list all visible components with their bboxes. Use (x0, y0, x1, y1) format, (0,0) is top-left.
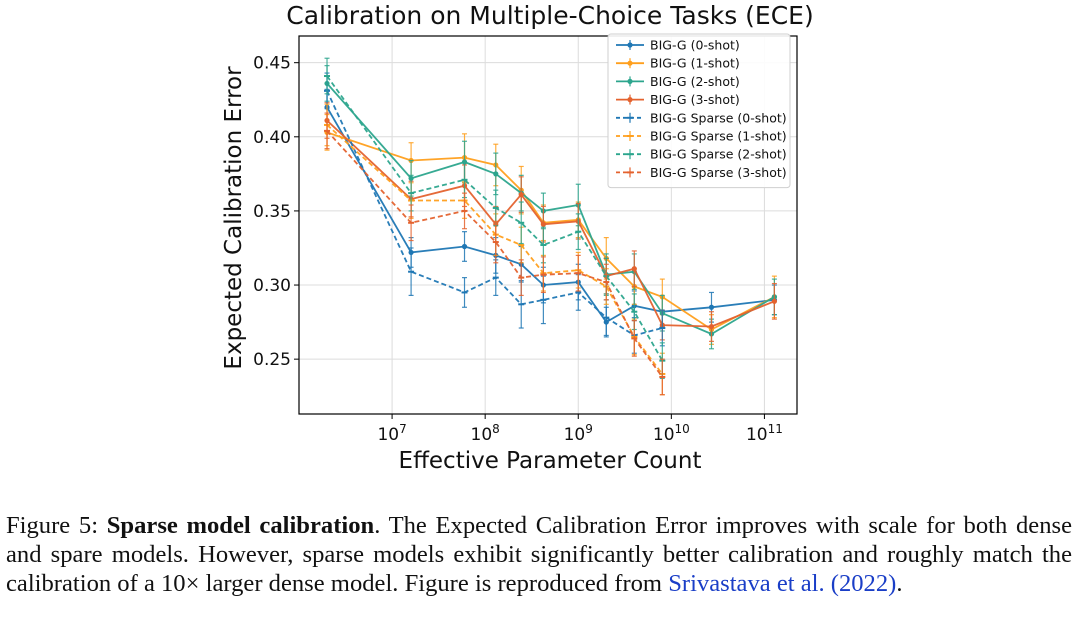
series-big-g-sparse-3-shot (324, 112, 666, 396)
legend-label: BIG-G (2-shot) (650, 74, 740, 89)
legend-label: BIG-G (3-shot) (650, 92, 740, 107)
data-point (708, 323, 715, 330)
plot-frame (298, 35, 798, 415)
legend-label: BIG-G Sparse (3-shot) (650, 165, 787, 180)
chart-title: Calibration on Multiple-Choice Tasks (EC… (286, 1, 813, 30)
caption-suffix: . (896, 570, 903, 597)
series-line (326, 130, 664, 378)
caption-prefix: Figure 5: (6, 512, 107, 539)
series-line (326, 90, 663, 337)
legend-box (607, 33, 791, 189)
calibration-chart: 0.25 0.30 0.35 0.40 0.45 107 108 109 1010 1011 Ca… (221, 1, 814, 474)
legend-entry: BIG-G Sparse (1-shot) (616, 129, 787, 144)
figure-caption: Figure 5: Sparse model calibration. The … (6, 511, 1072, 598)
legend-marker (627, 42, 633, 48)
legend-entry: BIG-G Sparse (2-shot) (616, 147, 787, 162)
series-line (326, 119, 775, 328)
series-line (326, 106, 775, 324)
data-point (540, 221, 546, 227)
x-axis-label: Effective Parameter Count (399, 448, 702, 474)
legend-entry: BIG-G (0-shot) (616, 38, 740, 53)
data-point (518, 192, 524, 198)
legend-label: BIG-G (0-shot) (650, 38, 740, 53)
series-line (326, 82, 775, 336)
legend-entry: BIG-G (2-shot) (616, 74, 740, 89)
x-tick-label: 109 (564, 422, 593, 445)
legend-entry: BIG-G Sparse (0-shot) (616, 110, 787, 125)
y-tick-label: 0.45 (253, 54, 291, 74)
citation-link[interactable]: Srivastava et al. (2022) (668, 570, 897, 597)
y-tick-label: 0.40 (253, 128, 291, 148)
data-point (493, 171, 499, 177)
caption-text: . The Expected Calibration Error improve… (6, 512, 1072, 597)
legend-entry: BIG-G (3-shot) (616, 92, 740, 107)
data-point (771, 298, 778, 304)
axis-layer: 0.25 0.30 0.35 0.40 0.45 107 108 109 1010 1011 (253, 54, 783, 445)
y-axis-label: Expected Calibration Error (221, 66, 247, 370)
data-point (461, 243, 468, 250)
legend-label: BIG-G Sparse (0-shot) (650, 110, 787, 125)
legend-entry: BIG-G (1-shot) (616, 56, 740, 71)
y-tick-label: 0.30 (253, 276, 291, 296)
legend-label: BIG-G Sparse (1-shot) (650, 129, 787, 144)
series-line (326, 75, 664, 362)
x-tick-label: 1011 (746, 422, 783, 445)
series-big-g-sparse-0-shot (324, 72, 666, 354)
x-tick-label: 108 (471, 422, 500, 445)
series-line (326, 131, 775, 331)
series-layer (324, 57, 778, 396)
legend-entry: BIG-G Sparse (3-shot) (616, 165, 787, 180)
legend-marker (627, 60, 633, 66)
legend-marker (627, 78, 633, 84)
legend-label: BIG-G (1-shot) (650, 56, 740, 71)
y-tick-label: 0.25 (253, 350, 291, 370)
x-tick-label: 1010 (653, 422, 690, 445)
caption-bold-title: Sparse model calibration (106, 512, 375, 539)
data-point (708, 304, 715, 310)
legend-marker (627, 97, 633, 103)
x-tick-label: 107 (377, 422, 406, 445)
series-big-g-sparse-2-shot (324, 57, 666, 380)
legend-label: BIG-G Sparse (2-shot) (650, 147, 787, 162)
legend: BIG-G (0-shot) BIG-G (1-shot) BIG-G (2-sho… (607, 33, 791, 189)
y-tick-label: 0.35 (253, 202, 291, 222)
data-point (631, 266, 637, 272)
